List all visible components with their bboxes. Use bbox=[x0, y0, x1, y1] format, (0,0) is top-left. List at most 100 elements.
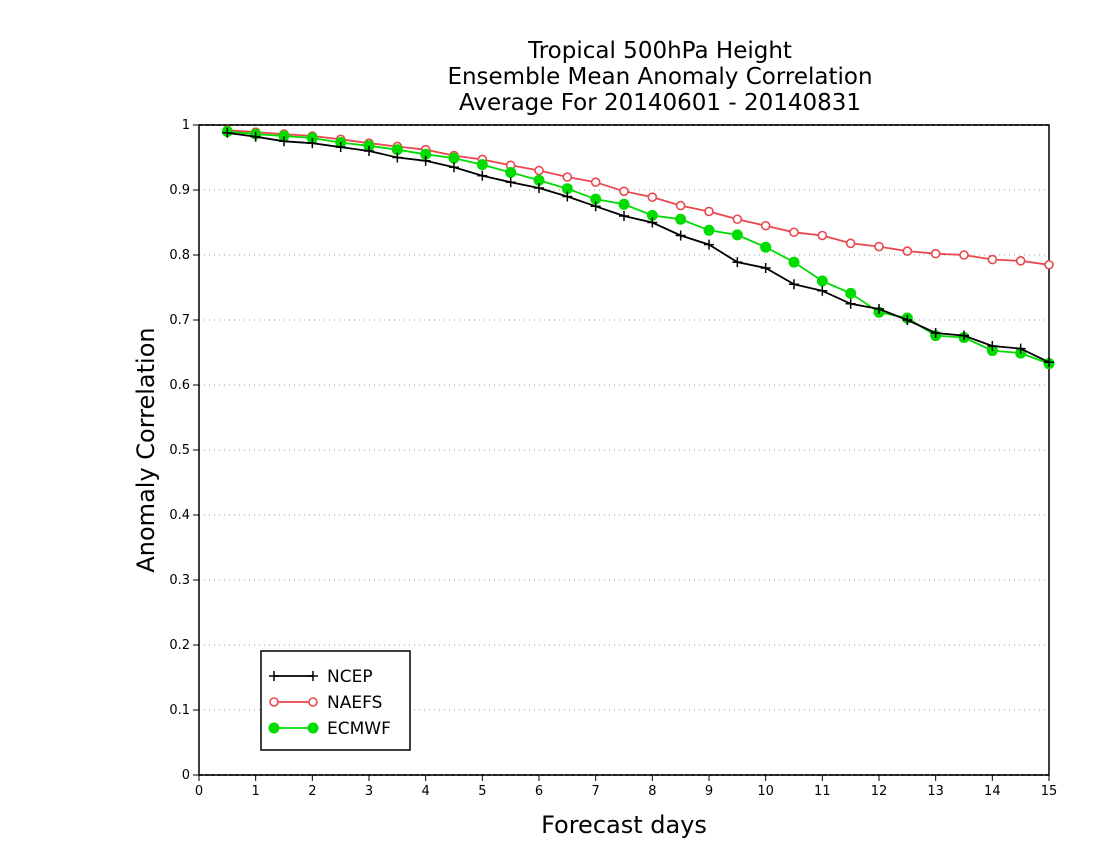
point-ncep-14 bbox=[619, 211, 629, 221]
y-tick-label-6: 0.6 bbox=[169, 378, 190, 393]
point-ecmwf-14 bbox=[618, 198, 630, 210]
legend-marker-end-ecmwf bbox=[307, 722, 319, 734]
point-naefs-21 bbox=[817, 230, 828, 241]
point-ecmwf-16 bbox=[675, 213, 687, 225]
point-ncep-13 bbox=[590, 201, 601, 212]
point-ncep-18 bbox=[732, 257, 743, 268]
point-ncep-8 bbox=[449, 162, 459, 173]
point-ncep-23 bbox=[874, 303, 884, 314]
legend-marker-end-ncep bbox=[308, 671, 318, 681]
point-naefs-19 bbox=[760, 220, 771, 231]
x-tick-label-12: 12 bbox=[871, 784, 888, 799]
x-tick-label-9: 9 bbox=[705, 784, 713, 799]
y-tick-label-1: 0.1 bbox=[169, 703, 190, 718]
point-ecmwf-21 bbox=[816, 275, 828, 287]
legend-label-ncep: NCEP bbox=[327, 667, 373, 687]
series-line-ncep bbox=[227, 131, 1050, 364]
point-ncep-26 bbox=[959, 330, 969, 341]
point-ncep-12 bbox=[562, 191, 573, 202]
point-ncep-16 bbox=[675, 230, 686, 241]
x-tick-label-14: 14 bbox=[984, 784, 1001, 799]
x-tick-label-7: 7 bbox=[592, 784, 600, 799]
point-naefs-20 bbox=[789, 227, 799, 238]
point-naefs-15 bbox=[647, 192, 658, 202]
legend: NCEP NAEFS ECMWF bbox=[260, 650, 411, 751]
point-ncep-5 bbox=[364, 146, 374, 156]
y-tick-label-9: 0.9 bbox=[169, 183, 190, 198]
legend-marker-end-naefs bbox=[308, 697, 318, 707]
x-tick-label-15: 15 bbox=[1041, 784, 1058, 799]
legend-item-ncep: NCEP bbox=[269, 667, 373, 687]
x-tick-label-3: 3 bbox=[365, 784, 373, 799]
point-naefs-18 bbox=[732, 214, 743, 225]
point-ncep-11 bbox=[534, 183, 544, 194]
series-ncep bbox=[222, 127, 1054, 368]
point-naefs-16 bbox=[675, 200, 686, 211]
point-ncep-9 bbox=[477, 170, 488, 181]
x-tick-label-11: 11 bbox=[814, 784, 831, 799]
point-ncep-25 bbox=[930, 328, 941, 338]
x-tick-label-8: 8 bbox=[648, 784, 656, 799]
point-ncep-29 bbox=[1044, 357, 1054, 368]
legend-label-ecmwf: ECMWF bbox=[327, 719, 391, 739]
point-ncep-21 bbox=[817, 285, 828, 296]
point-ecmwf-19 bbox=[760, 241, 772, 253]
legend-marker-start-naefs bbox=[269, 697, 279, 707]
y-tick-label-2: 0.2 bbox=[169, 638, 190, 653]
point-ncep-22 bbox=[845, 298, 856, 309]
x-tick-label-6: 6 bbox=[535, 784, 543, 799]
point-naefs-26 bbox=[959, 250, 969, 260]
point-ncep-19 bbox=[760, 263, 771, 273]
legend-item-ecmwf: ECMWF bbox=[268, 719, 391, 739]
point-ncep-10 bbox=[505, 177, 516, 188]
x-tick-label-1: 1 bbox=[252, 784, 260, 799]
point-naefs-27 bbox=[987, 254, 998, 265]
y-axis-title: Anomaly Correlation bbox=[132, 327, 160, 572]
point-naefs-23 bbox=[874, 241, 884, 252]
point-ncep-7 bbox=[420, 155, 431, 166]
x-axis-title: Forecast days bbox=[541, 811, 707, 839]
x-tick-label-0: 0 bbox=[195, 784, 203, 799]
legend-item-naefs: NAEFS bbox=[269, 693, 382, 713]
point-naefs-28 bbox=[1015, 256, 1026, 266]
chart-title-line-3: Average For 20140601 - 20140831 bbox=[459, 90, 861, 116]
point-ecmwf-10 bbox=[505, 166, 517, 178]
y-tick-label-0: 0 bbox=[182, 768, 190, 783]
legend-box bbox=[260, 650, 411, 751]
series-line-naefs bbox=[227, 129, 1050, 266]
y-tick-label-10: 1 bbox=[182, 118, 190, 133]
y-tick-label-4: 0.4 bbox=[169, 508, 190, 523]
y-tick-label-5: 0.5 bbox=[169, 443, 190, 458]
point-naefs-22 bbox=[845, 238, 856, 249]
y-axis-ticks: 0 0.1 0.2 0.3 0.4 0.5 0.6 0.7 0.8 0.9 1 bbox=[169, 118, 199, 783]
chart-title-line-2: Ensemble Mean Anomaly Correlation bbox=[447, 64, 872, 90]
point-naefs-12 bbox=[562, 172, 573, 182]
point-ecmwf-17 bbox=[703, 224, 715, 236]
x-tick-label-13: 13 bbox=[927, 784, 944, 799]
grid-lines bbox=[199, 189, 1049, 711]
point-ecmwf-8 bbox=[448, 152, 460, 164]
chart-title-line-1: Tropical 500hPa Height bbox=[527, 38, 792, 64]
point-naefs-24 bbox=[902, 246, 913, 256]
series-ecmwf bbox=[221, 126, 1055, 370]
point-ecmwf-20 bbox=[788, 256, 800, 268]
point-ncep-27 bbox=[987, 341, 998, 351]
point-ncep-2 bbox=[279, 136, 289, 147]
point-ecmwf-9 bbox=[476, 159, 488, 171]
point-ncep-1 bbox=[250, 131, 261, 142]
point-naefs-11 bbox=[534, 165, 544, 176]
point-ncep-0 bbox=[222, 127, 233, 138]
legend-marker-start-ncep bbox=[269, 671, 279, 681]
legend-label-naefs: NAEFS bbox=[327, 693, 382, 713]
y-tick-label-3: 0.3 bbox=[169, 573, 190, 588]
legend-marker-start-ecmwf bbox=[268, 722, 280, 734]
series-lines bbox=[221, 125, 1055, 370]
point-ncep-6 bbox=[392, 152, 403, 163]
x-axis-ticks: 0 1 2 3 4 5 6 7 8 9 10 11 12 13 14 15 bbox=[195, 775, 1057, 799]
x-tick-label-4: 4 bbox=[422, 784, 430, 799]
point-ncep-15 bbox=[647, 217, 658, 228]
point-naefs-13 bbox=[590, 177, 601, 187]
point-naefs-14 bbox=[619, 186, 629, 197]
